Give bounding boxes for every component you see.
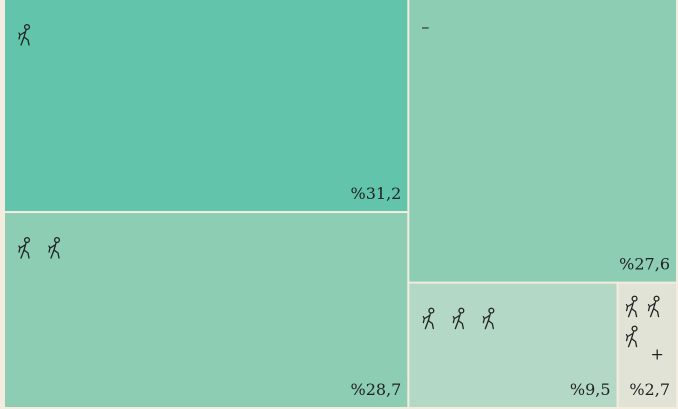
value-label: %28,7 xyxy=(351,380,402,399)
treemap-tile xyxy=(5,213,408,407)
person-icon xyxy=(18,236,31,259)
icon-head xyxy=(53,236,61,244)
person-icon xyxy=(647,295,660,318)
value-label: %31,2 xyxy=(351,184,402,203)
person-icon xyxy=(625,325,638,348)
icon-body xyxy=(452,312,464,330)
person-icon xyxy=(482,307,495,330)
icon-body xyxy=(48,242,60,259)
value-label: %27,6 xyxy=(619,255,670,274)
value-label: %9,5 xyxy=(570,380,611,399)
icon-body xyxy=(647,300,660,318)
tile-label: + xyxy=(651,345,664,364)
person-icon xyxy=(18,23,31,46)
person-icon xyxy=(452,307,465,330)
icon-body xyxy=(482,312,494,330)
treemap-tile xyxy=(409,0,676,282)
treemap-tile xyxy=(409,283,617,407)
treemap-tile xyxy=(5,0,408,212)
icon-head xyxy=(23,23,31,31)
icon-head xyxy=(631,295,638,302)
icon-head xyxy=(428,307,435,314)
person-icon xyxy=(625,295,638,318)
treemap-tile xyxy=(618,283,676,407)
icon-body xyxy=(18,29,30,46)
icon-body xyxy=(422,312,434,330)
icon-body xyxy=(625,330,638,348)
icon-body xyxy=(18,242,30,259)
person-icon xyxy=(422,307,435,330)
tile-label: – xyxy=(421,17,429,36)
icon-head xyxy=(458,307,465,314)
icon-head xyxy=(653,295,660,302)
value-label: %2,7 xyxy=(629,380,670,399)
icon-head xyxy=(23,236,31,244)
icon-head xyxy=(631,325,638,332)
person-icon xyxy=(48,236,61,259)
icon-body xyxy=(625,300,638,318)
icon-head xyxy=(488,307,495,314)
